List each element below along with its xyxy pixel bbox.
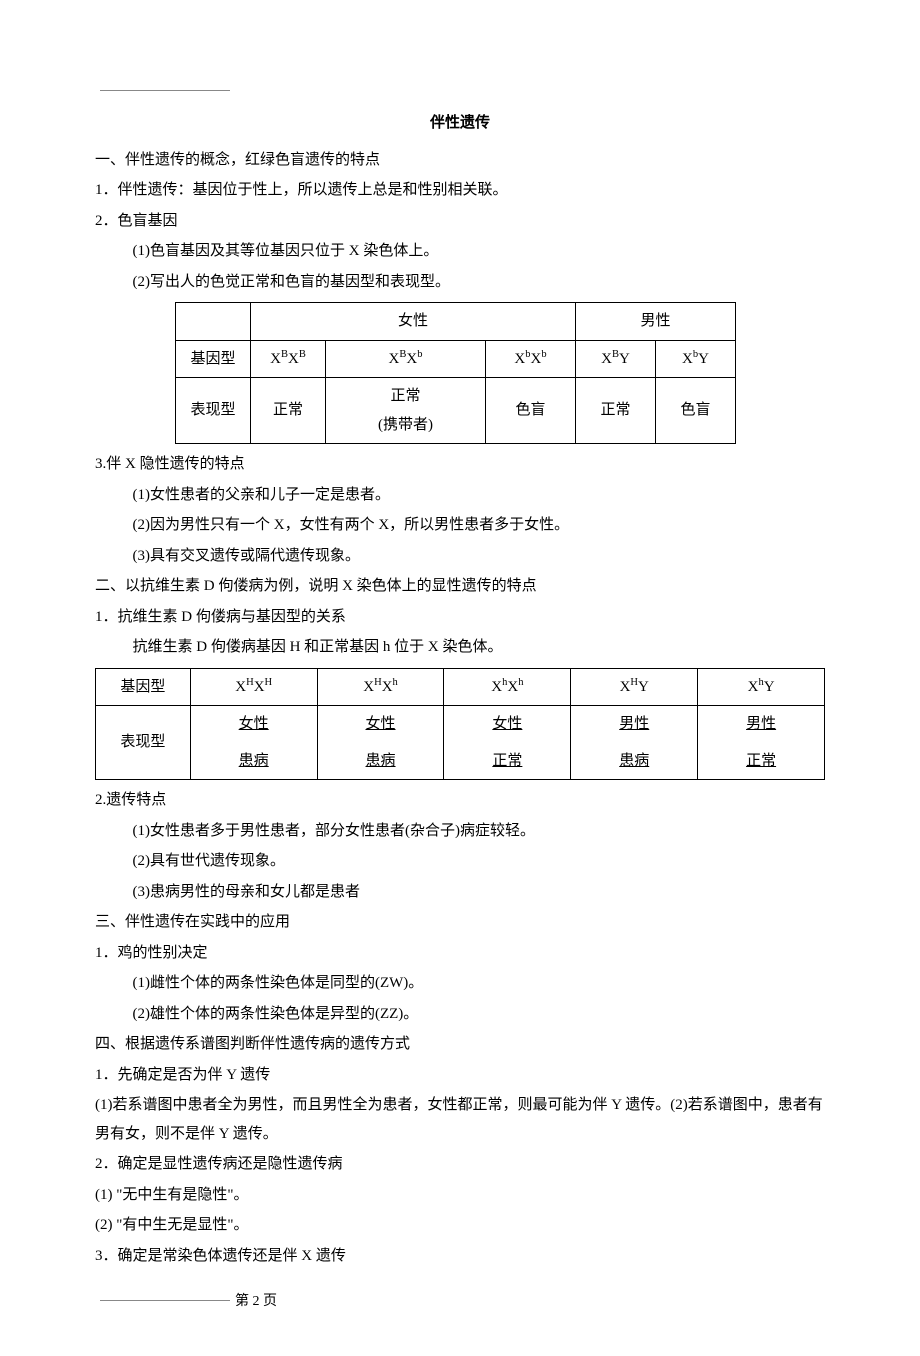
s2-p2c: (3)患病男性的母亲和女儿都是患者 <box>95 878 825 907</box>
t2-d4-txt: 患病 <box>619 753 649 769</box>
t2-r-geno: 基因型 <box>96 668 191 706</box>
t1-r-pheno: 表现型 <box>176 378 251 444</box>
t1-p-f2a: 正常 <box>326 382 485 411</box>
section4-heading: 四、根据遗传系谱图判断伴性遗传病的遗传方式 <box>95 1030 825 1059</box>
t2-s5-txt: 男性 <box>746 716 776 732</box>
t2-d2-txt: 患病 <box>366 753 396 769</box>
t2-g2: XHXh <box>317 668 444 706</box>
t1-g-f1: XBXB <box>251 340 326 378</box>
s2-p2b: (2)具有世代遗传现象。 <box>95 847 825 876</box>
t2-d4: 患病 <box>571 743 698 780</box>
t1-p-f3: 色盲 <box>486 378 576 444</box>
t1-h-male: 男性 <box>576 303 736 341</box>
section3-heading: 三、伴性遗传在实践中的应用 <box>95 908 825 937</box>
t2-d3: 正常 <box>444 743 571 780</box>
s2-p1: 1．抗维生素 D 佝偻病与基因型的关系 <box>95 603 825 632</box>
s4-p1: 1．先确定是否为伴 Y 遗传 <box>95 1061 825 1090</box>
t2-s4-txt: 男性 <box>619 716 649 732</box>
s2-p1a: 抗维生素 D 佝偻病基因 H 和正常基因 h 位于 X 染色体。 <box>95 633 825 662</box>
t2-r-pheno: 表现型 <box>96 706 191 780</box>
s3-p1b: (2)雄性个体的两条性染色体是异型的(ZZ)。 <box>95 1000 825 1029</box>
t1-h-female: 女性 <box>251 303 576 341</box>
section1-heading: 一、伴性遗传的概念，红绿色盲遗传的特点 <box>95 146 825 175</box>
t1-g-m1: XBY <box>576 340 656 378</box>
t1-p-f2b: (携带者) <box>326 411 485 440</box>
table2: 基因型 XHXH XHXh XhXh XHY XhY 表现型 女性 女性 女性 … <box>95 668 825 781</box>
t2-s1: 女性 <box>190 706 317 743</box>
t2-d5-txt: 正常 <box>746 753 776 769</box>
s1-p3: 3.伴 X 隐性遗传的特点 <box>95 450 825 479</box>
t2-s2-txt: 女性 <box>366 716 396 732</box>
s1-p3c: (3)具有交叉遗传或隔代遗传现象。 <box>95 542 825 571</box>
t2-d2: 患病 <box>317 743 444 780</box>
s2-p2a: (1)女性患者多于男性患者，部分女性患者(杂合子)病症较轻。 <box>95 817 825 846</box>
s3-p1: 1．鸡的性别决定 <box>95 939 825 968</box>
s1-p3a: (1)女性患者的父亲和儿子一定是患者。 <box>95 481 825 510</box>
section2-heading: 二、以抗维生素 D 佝偻病为例，说明 X 染色体上的显性遗传的特点 <box>95 572 825 601</box>
t1-g-f2: XBXb <box>326 340 486 378</box>
s2-p2: 2.遗传特点 <box>95 786 825 815</box>
t1-p-f2: 正常 (携带者) <box>326 378 486 444</box>
s4-p2: 2．确定是显性遗传病还是隐性遗传病 <box>95 1150 825 1179</box>
t1-g-m2: XbY <box>656 340 736 378</box>
s1-p2a: (1)色盲基因及其等位基因只位于 X 染色体上。 <box>95 237 825 266</box>
t2-d3-txt: 正常 <box>492 753 522 769</box>
header-rule <box>100 90 230 91</box>
t1-blank <box>176 303 251 341</box>
s1-p2: 2．色盲基因 <box>95 207 825 236</box>
t2-d1: 患病 <box>190 743 317 780</box>
t2-d1-txt: 患病 <box>239 753 269 769</box>
page-number: 第 2 页 <box>95 1289 825 1316</box>
s4-p3: 3．确定是常染色体遗传还是伴 X 遗传 <box>95 1242 825 1271</box>
t1-p-m1: 正常 <box>576 378 656 444</box>
s1-p2b: (2)写出人的色觉正常和色盲的基因型和表现型。 <box>95 268 825 297</box>
t2-g1: XHXH <box>190 668 317 706</box>
t2-s2: 女性 <box>317 706 444 743</box>
t2-g3: XhXh <box>444 668 571 706</box>
s4-p1a: (1)若系谱图中患者全为男性，而且男性全为患者，女性都正常，则最可能为伴 Y 遗… <box>95 1091 825 1148</box>
t1-p-f1: 正常 <box>251 378 326 444</box>
t2-s3: 女性 <box>444 706 571 743</box>
t2-g4: XHY <box>571 668 698 706</box>
t1-g-f3: XbXb <box>486 340 576 378</box>
t1-r-geno: 基因型 <box>176 340 251 378</box>
s3-p1a: (1)雌性个体的两条性染色体是同型的(ZW)。 <box>95 969 825 998</box>
t2-s5: 男性 <box>698 706 825 743</box>
s1-p1: 1．伴性遗传：基因位于性上，所以遗传上总是和性别相关联。 <box>95 176 825 205</box>
s1-p3b: (2)因为男性只有一个 X，女性有两个 X，所以男性患者多于女性。 <box>95 511 825 540</box>
s4-p2b: (2) "有中生无是显性"。 <box>95 1211 825 1240</box>
table1: 女性 男性 基因型 XBXB XBXb XbXb XBY XbY 表现型 正常 … <box>175 302 736 444</box>
t2-g5: XhY <box>698 668 825 706</box>
t1-p-m2: 色盲 <box>656 378 736 444</box>
t2-s4: 男性 <box>571 706 698 743</box>
t2-s3-txt: 女性 <box>492 716 522 732</box>
doc-title: 伴性遗传 <box>95 109 825 138</box>
t2-s1-txt: 女性 <box>239 716 269 732</box>
t2-d5: 正常 <box>698 743 825 780</box>
s4-p2a: (1) "无中生有是隐性"。 <box>95 1181 825 1210</box>
